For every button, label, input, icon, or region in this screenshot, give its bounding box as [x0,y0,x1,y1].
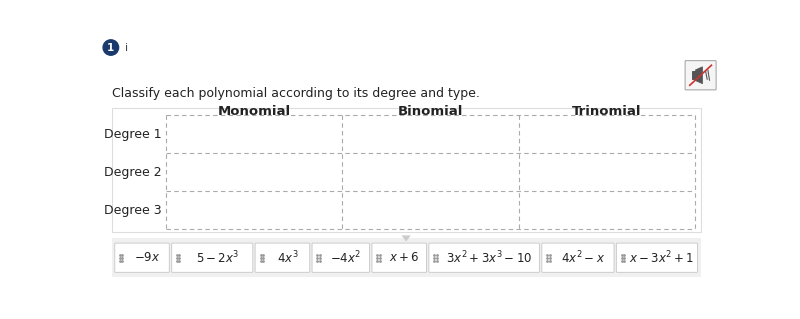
Text: $3x^2+3x^3-10$: $3x^2+3x^3-10$ [446,249,532,266]
Text: $x-3x^2+1$: $x-3x^2+1$ [630,249,694,266]
FancyBboxPatch shape [372,243,426,272]
Text: $-4x^2$: $-4x^2$ [330,249,362,266]
FancyBboxPatch shape [112,108,701,232]
Text: $5-2x^3$: $5-2x^3$ [195,249,239,266]
Text: 1: 1 [107,42,114,53]
Text: Degree 2: Degree 2 [104,166,162,179]
FancyBboxPatch shape [429,243,539,272]
Text: Classify each polynomial according to its degree and type.: Classify each polynomial according to it… [112,87,479,100]
Text: Trinomial: Trinomial [572,105,642,118]
Text: $4x^3$: $4x^3$ [277,249,298,266]
FancyBboxPatch shape [616,243,698,272]
Text: Monomial: Monomial [218,105,290,118]
Text: $4x^2-x$: $4x^2-x$ [561,249,605,266]
FancyBboxPatch shape [114,243,170,272]
Polygon shape [402,235,410,241]
FancyBboxPatch shape [255,243,310,272]
Text: Degree 3: Degree 3 [104,204,162,217]
FancyBboxPatch shape [172,243,253,272]
Text: $-9x$: $-9x$ [134,251,160,264]
Text: Binomial: Binomial [398,105,463,118]
Text: i: i [125,42,128,53]
Polygon shape [695,67,702,84]
Bar [692,71,695,79]
FancyBboxPatch shape [312,243,370,272]
FancyBboxPatch shape [685,61,716,90]
Bar [112,239,701,277]
FancyBboxPatch shape [542,243,614,272]
Text: Degree 1: Degree 1 [104,128,162,141]
Circle shape [103,40,118,55]
Text: $x+6$: $x+6$ [389,251,419,264]
